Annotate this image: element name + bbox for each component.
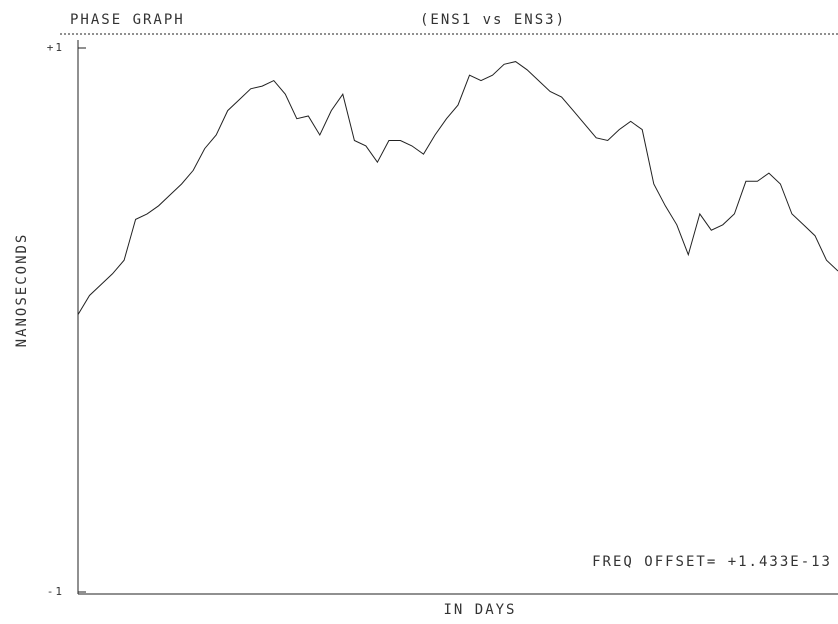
- x-axis-label: IN DAYS: [443, 602, 516, 618]
- chart-title: PHASE GRAPH: [70, 12, 185, 28]
- annotation: FREQ OFFSET= +1.433E-13: [592, 554, 832, 570]
- phase-line: [77, 61, 838, 315]
- y-tick-label: -1: [47, 585, 64, 598]
- y-tick-label: +1: [47, 41, 64, 54]
- y-axis-label: NANOSECONDS: [14, 233, 30, 348]
- chart-subtitle: (ENS1 vs ENS3): [420, 12, 566, 28]
